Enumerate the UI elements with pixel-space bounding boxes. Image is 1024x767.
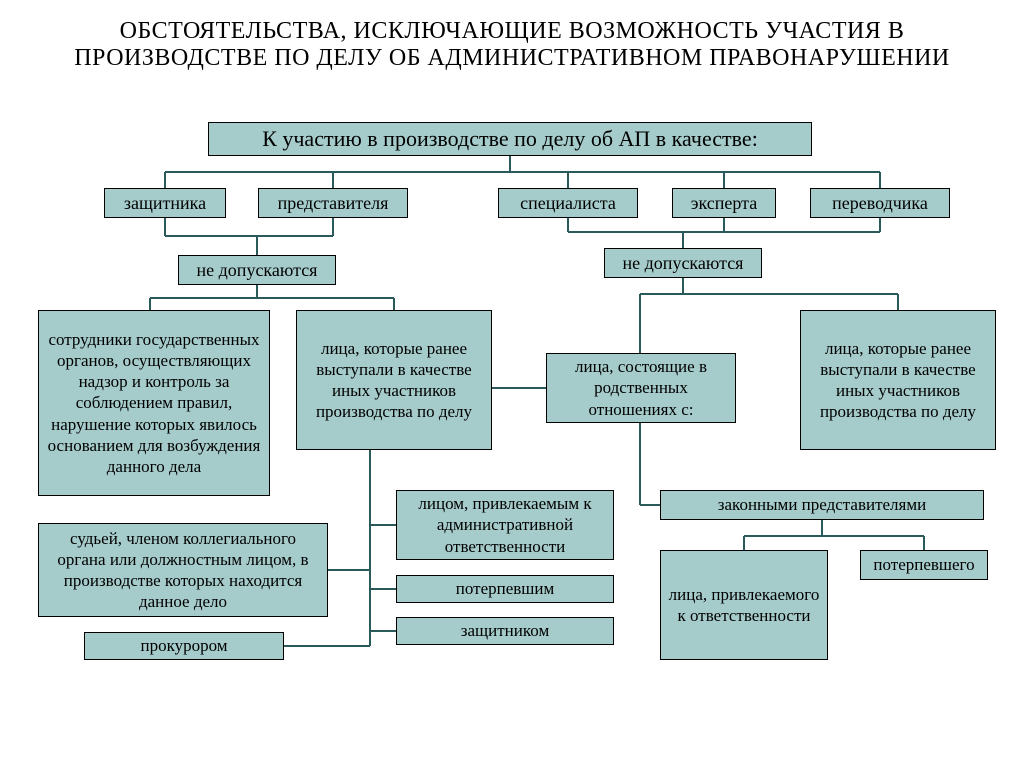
node-govstaff: сотрудники государственных органов, осущ… bbox=[38, 310, 270, 496]
node-victim: потерпевшим bbox=[396, 575, 614, 603]
node-expert: эксперта bbox=[672, 188, 776, 218]
node-admperson: лицом, привлекаемым к административной о… bbox=[396, 490, 614, 560]
node-prior2: лица, которые ранее выступали в качестве… bbox=[800, 310, 996, 450]
node-victim2: потерпевшего bbox=[860, 550, 988, 580]
node-notallow1: не допускаются bbox=[178, 255, 336, 285]
node-defender2: защитником bbox=[396, 617, 614, 645]
diagram-title: ОБСТОЯТЕЛЬСТВА, ИСКЛЮЧАЮЩИЕ ВОЗМОЖНОСТЬ … bbox=[0, 0, 1024, 82]
node-spec: специалиста bbox=[498, 188, 638, 218]
node-relatives: лица, состоящие в родственных отношениях… bbox=[546, 353, 736, 423]
node-root: К участию в производстве по делу об АП в… bbox=[208, 122, 812, 156]
node-prior1: лица, которые ранее выступали в качестве… bbox=[296, 310, 492, 450]
node-judge: судьей, членом коллегиального органа или… bbox=[38, 523, 328, 617]
node-notallow2: не допускаются bbox=[604, 248, 762, 278]
node-rep: представителя bbox=[258, 188, 408, 218]
node-respperson: лица, привлекаемого к ответственности bbox=[660, 550, 828, 660]
node-translator: переводчика bbox=[810, 188, 950, 218]
node-legalreps: законными представителями bbox=[660, 490, 984, 520]
node-prosecutor: прокурором bbox=[84, 632, 284, 660]
node-defender: защитника bbox=[104, 188, 226, 218]
